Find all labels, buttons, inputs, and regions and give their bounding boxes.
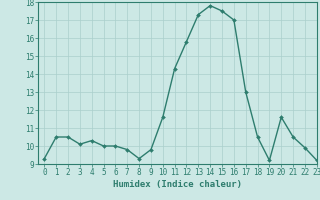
X-axis label: Humidex (Indice chaleur): Humidex (Indice chaleur) (113, 180, 242, 189)
